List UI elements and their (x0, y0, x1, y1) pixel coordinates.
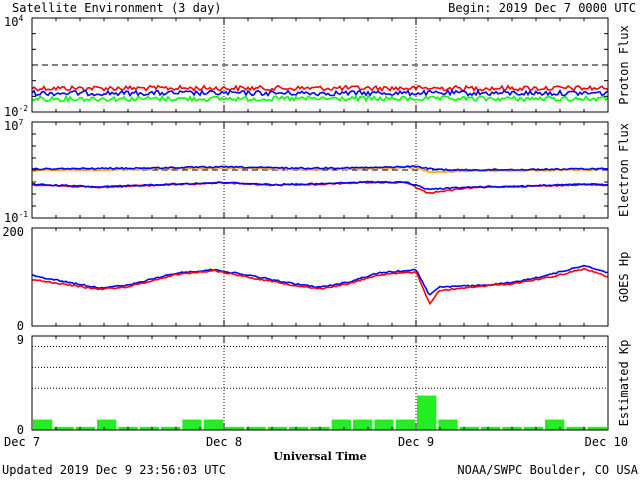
kp-bar (353, 419, 373, 430)
kp-y-tick-label: 0 (17, 423, 24, 437)
kp-bar (289, 426, 309, 430)
kp-y-axis-label: Estimated Kp (617, 340, 631, 427)
kp-bar (417, 395, 437, 430)
kp-bar (75, 426, 95, 430)
proton-y-axis-label: Proton Flux (617, 25, 631, 104)
proton-y-tick-label: 104 (4, 14, 23, 29)
kp-bar (331, 419, 351, 430)
kp-bar (203, 419, 223, 430)
kp-bar (438, 419, 458, 430)
goes_hp-y-tick-label: 0 (17, 319, 24, 333)
kp-bar (523, 426, 543, 430)
x-axis-tick-labels: Dec 7 Dec 8 Dec 9 Dec 10 (4, 435, 628, 449)
electron-series-blue (31, 180, 609, 191)
kp-bar (33, 419, 53, 430)
kp-bar (395, 419, 415, 430)
kp-bar (182, 419, 202, 430)
electron-y-axis-label: Electron Flux (617, 123, 631, 217)
plot-title: Satellite Environment (3 day) (12, 1, 222, 15)
kp-bar (267, 426, 287, 430)
proton-panel: 104 10-2 Proton Flux (4, 14, 631, 119)
kp-bar (97, 419, 117, 430)
kp-frame (31, 335, 609, 431)
kp-bar (566, 426, 586, 430)
kp-panel: 9 0 Estimated Kp (17, 333, 631, 437)
kp-bar (139, 426, 159, 430)
credit-label: NOAA/SWPC Boulder, CO USA (457, 463, 638, 477)
kp-bar (246, 426, 266, 430)
kp-bar (459, 426, 479, 430)
goes_hp-frame (31, 227, 609, 327)
x-axis-label: Universal Time (273, 450, 366, 463)
kp-bar (374, 419, 394, 430)
proton-series-red (31, 84, 609, 93)
kp-bar (161, 426, 181, 430)
electron-panel: 107 10-1 Electron Flux (4, 118, 631, 225)
kp-bar (587, 426, 607, 430)
kp-bar (225, 426, 245, 430)
kp-bar (481, 426, 501, 430)
proton-series-blue (31, 88, 609, 98)
chart-panels: 104 10-2 Proton Flux 107 10-1 Electron Flux 20… (2, 14, 631, 437)
goes_hp-y-tick-label: 200 (2, 225, 24, 239)
electron-series-blue (31, 165, 609, 172)
electron-y-tick-label: 107 (4, 118, 23, 133)
proton-series-green (31, 94, 609, 104)
goes_hp-series-red (31, 267, 609, 306)
electron-y-tick-label: 10-1 (4, 210, 28, 225)
x-tick-label: Dec 10 (585, 435, 628, 449)
goes_hp-series-blue (31, 264, 609, 296)
proton-y-tick-label: 10-2 (4, 104, 28, 119)
updated-timestamp: Updated 2019 Dec 9 23:56:03 UTC (2, 463, 226, 477)
goes_hp-y-axis-label: GOES Hp (617, 252, 631, 303)
kp-y-tick-label: 9 (17, 333, 24, 347)
x-tick-label: Dec 7 (4, 435, 40, 449)
kp-bar (54, 426, 74, 430)
x-tick-label: Dec 8 (206, 435, 242, 449)
goes_hp-panel: 200 0 GOES Hp (2, 225, 631, 333)
x-tick-label: Dec 9 (398, 435, 434, 449)
begin-time-label: Begin: 2019 Dec 7 0000 UTC (448, 1, 636, 15)
kp-bar (545, 419, 565, 430)
